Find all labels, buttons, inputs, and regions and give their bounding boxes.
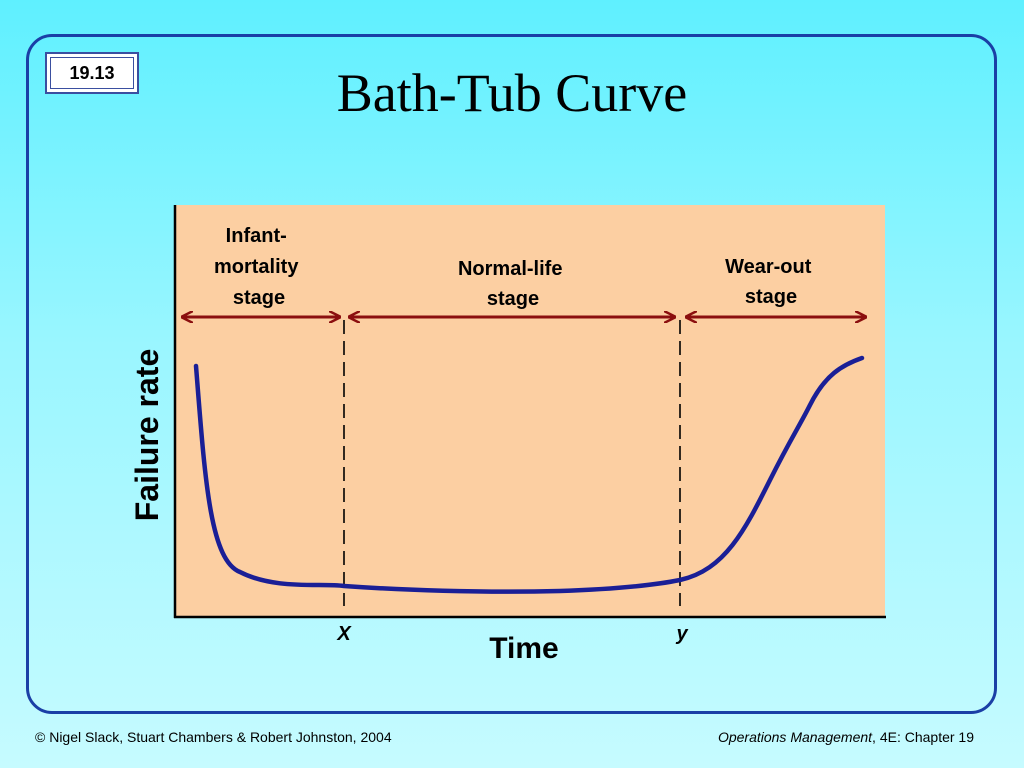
normal-stage-line-1: Normal-life — [458, 258, 562, 280]
infant-stage-line-2: mortality — [214, 256, 299, 278]
marker-y-label: y — [675, 623, 688, 645]
footer-book-reference: Operations Management, 4E: Chapter 19 — [718, 729, 974, 745]
slide-frame — [26, 34, 997, 714]
bathtub-curve — [193, 355, 865, 594]
slide-title: Bath-Tub Curve — [336, 63, 688, 123]
x-axis-label: Time — [489, 632, 558, 665]
normal-stage-label: Normal-life stage — [458, 258, 568, 310]
wear-stage-line-2: stage — [745, 286, 797, 308]
plot-area — [175, 205, 885, 617]
wear-stage-label: Wear-out stage — [725, 256, 817, 308]
slide-number-badge: 19.13 — [45, 52, 139, 94]
footer-book-title: Operations Management — [717, 729, 873, 745]
marker-x-label: X — [336, 623, 352, 645]
infant-stage-label: Infant- mortality stage — [214, 225, 304, 309]
infant-stage-line-3: stage — [233, 287, 285, 309]
footer-copyright: © Nigel Slack, Stuart Chambers & Robert … — [35, 729, 392, 745]
y-axis-label: Failure rate — [129, 349, 165, 522]
wear-stage-line-1: Wear-out — [725, 256, 812, 278]
footer-book-suffix: , 4E: Chapter 19 — [872, 729, 974, 745]
normal-stage-line-2: stage — [487, 288, 539, 310]
infant-stage-line-1: Infant- — [226, 225, 287, 247]
